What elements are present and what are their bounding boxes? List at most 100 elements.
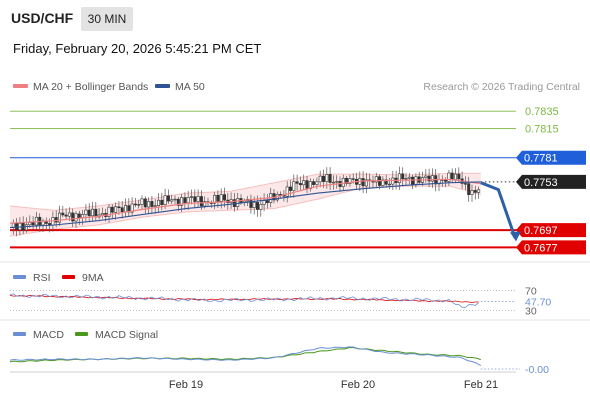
level-label-support: 0.7677 — [524, 242, 558, 254]
symbol-title: USD/CHF — [11, 10, 74, 26]
macd-last-label: -0.00 — [525, 364, 549, 376]
legend-swatch-rsi — [13, 275, 26, 279]
candle-down — [427, 175, 431, 182]
candle-up — [81, 214, 85, 218]
candle-down — [117, 206, 121, 208]
candle-down — [450, 172, 454, 180]
rsi-line — [9, 293, 479, 308]
candle-down — [61, 212, 65, 216]
candle-down — [305, 180, 309, 189]
candle-up — [424, 175, 428, 178]
macd-legend: MACD MACD Signal — [13, 329, 158, 341]
x-tick-label: Feb 21 — [464, 379, 498, 391]
candle-down — [249, 199, 253, 208]
candle-up — [252, 202, 256, 208]
candle-up — [114, 206, 118, 213]
candle-up — [180, 197, 184, 206]
last-price-tag — [516, 174, 586, 189]
x-tick-label: Feb 19 — [169, 379, 203, 391]
candle-up — [140, 198, 144, 205]
candle-up — [24, 224, 28, 231]
candle-up — [84, 209, 88, 215]
macd-panel: -0.00 — [9, 346, 549, 376]
candle-up — [213, 194, 217, 204]
chart-datetime: Friday, February 20, 2026 5:45:21 PM CET — [13, 41, 262, 56]
candle-down — [133, 203, 137, 206]
legend-swatch-macd-signal — [75, 332, 88, 336]
bollinger-upper — [9, 172, 481, 211]
candle-up — [74, 213, 78, 222]
candle-up — [262, 200, 266, 205]
candle-up — [163, 195, 167, 206]
candle-up — [477, 189, 481, 193]
legend-label-ma20: MA 20 + Bollinger Bands — [33, 81, 148, 93]
candle-up — [318, 175, 322, 183]
candle-up — [387, 183, 391, 186]
candle-down — [31, 222, 35, 226]
candle-down — [193, 196, 197, 202]
candle-up — [91, 208, 95, 217]
candle-up — [397, 173, 401, 183]
candle-up — [325, 174, 329, 182]
level-tag-support — [516, 240, 586, 255]
candle-up — [67, 212, 71, 217]
candle-down — [345, 177, 349, 184]
candle-up — [236, 198, 240, 207]
legend-label-9ma: 9MA — [82, 272, 104, 284]
candle-up — [453, 173, 457, 180]
candle-down — [463, 183, 467, 185]
candle-down — [120, 207, 124, 213]
level-label-resistance: 0.7835 — [525, 106, 559, 118]
candle-up — [219, 194, 223, 202]
candle-down — [312, 181, 316, 185]
candle-down — [223, 194, 227, 201]
candle-down — [64, 214, 68, 217]
timeframe-badge[interactable]: 30 MIN — [81, 7, 133, 31]
rsi-last-label: 47.70 — [525, 297, 551, 309]
candle-down — [444, 179, 448, 182]
candle-down — [110, 206, 114, 213]
candle-down — [457, 173, 461, 180]
candle-down — [71, 212, 75, 222]
candle-down — [216, 194, 220, 202]
price-panel: 0.7835 0.7815 0.7781 0.7697 0.7677 0.7753 — [9, 106, 586, 255]
candle-up — [404, 177, 408, 180]
candle-down — [15, 222, 19, 231]
price-legend: MA 20 + Bollinger Bands MA 50 — [13, 81, 205, 93]
legend-label-macd-signal: MACD Signal — [95, 329, 158, 341]
candle-up — [170, 199, 174, 202]
candle-down — [384, 179, 388, 185]
candle-down — [265, 200, 269, 203]
legend-label-ma50: MA 50 — [175, 81, 205, 93]
candle-up — [430, 175, 434, 182]
candle-up — [335, 181, 339, 183]
candle-up — [364, 179, 368, 187]
candle-up — [186, 196, 190, 204]
candle-up — [331, 181, 335, 184]
candle-up — [190, 196, 194, 198]
level-label-resistance: 0.7815 — [525, 123, 559, 135]
candle-up — [315, 181, 319, 185]
candle-down — [87, 209, 91, 217]
candle-down — [77, 213, 81, 218]
candle-down — [361, 178, 365, 187]
candle-up — [292, 181, 296, 191]
candle-up — [259, 204, 263, 210]
candle-down — [54, 217, 58, 223]
candle-down — [401, 173, 405, 180]
macd-line — [9, 346, 482, 367]
rsi-legend: RSI 9MA — [13, 272, 104, 284]
candle-up — [381, 179, 385, 186]
candle-up — [28, 222, 32, 226]
candle-up — [470, 190, 474, 195]
candle-down — [160, 199, 164, 206]
ma50-line — [9, 181, 481, 229]
candle-up — [100, 213, 104, 216]
level-label-support: 0.7697 — [524, 225, 558, 237]
candle-up — [107, 206, 111, 217]
candle-up — [57, 212, 61, 223]
ma20-line — [9, 178, 481, 224]
candle-down — [137, 204, 141, 206]
rsi-ma-line — [9, 294, 479, 303]
